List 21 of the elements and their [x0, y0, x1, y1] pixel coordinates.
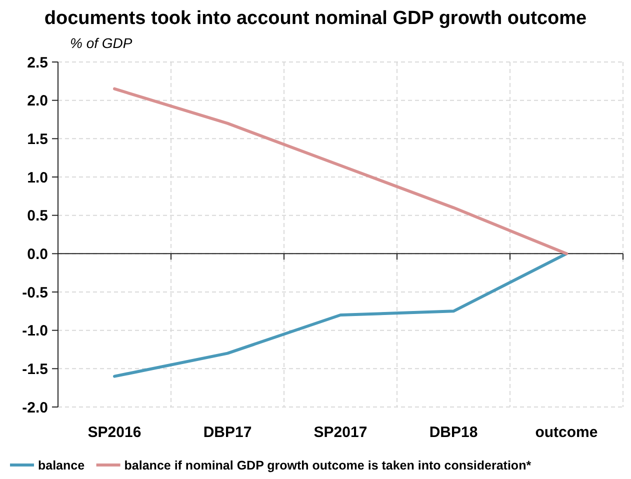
- chart-title: documents took into account nominal GDP growth outcome: [44, 8, 587, 29]
- x-tick-label: SP2017: [314, 424, 368, 441]
- line-series: [113, 252, 568, 378]
- y-tick-label: 0.5: [27, 208, 48, 225]
- legend-label: balance if nominal GDP growth outcome is taken into consideration*: [124, 458, 532, 472]
- y-tick-label: 1.5: [27, 130, 48, 148]
- x-tick-label: DBP17: [203, 424, 252, 441]
- y-tick-label: -1.5: [22, 360, 48, 378]
- legend-label: balance: [38, 458, 85, 472]
- y-tick-label: 1.0: [27, 169, 48, 186]
- y-tick-label: -2.0: [22, 399, 48, 416]
- y-tick-label: 2.5: [27, 54, 48, 72]
- x-tick-label: SP2016: [88, 424, 142, 441]
- y-tick-label: 0.0: [27, 246, 48, 263]
- x-tick-label: DBP18: [429, 424, 478, 441]
- y-axis-title: % of GDP: [70, 35, 133, 51]
- y-tick-label: -0.5: [22, 284, 48, 302]
- line-series: [113, 87, 568, 256]
- x-tick-label: outcome: [535, 424, 598, 441]
- y-tick-label: 2.0: [27, 92, 48, 110]
- y-tick-label: -1.0: [22, 322, 48, 340]
